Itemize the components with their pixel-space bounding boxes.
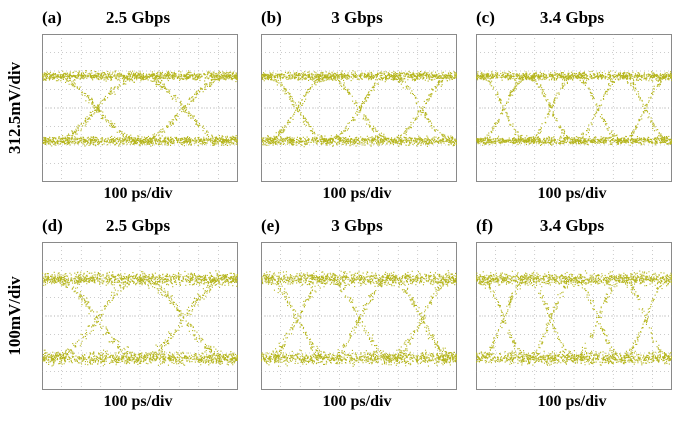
data-rate-title: 2.5 Gbps [105,8,171,27]
oscilloscope-screen [261,242,457,390]
time-div-label: 100 ps/div [322,393,392,410]
data-rate-title: 3.4 Gbps [539,8,605,27]
panel-letter: (b) [261,8,282,27]
data-rate-title: 2.5 Gbps [105,216,171,235]
time-div-label: 100 ps/div [537,393,607,410]
scope-frame [42,242,238,390]
oscilloscope-screen [42,242,238,390]
eye-trace-points [42,270,238,367]
data-rate-title: 3 Gbps [331,8,383,27]
panel-letter: (a) [42,8,62,27]
data-rate-title: 3 Gbps [331,216,383,235]
scope-frame [476,242,672,390]
time-div-label: 100 ps/div [537,185,607,202]
eye-panel: (f) 3.4 Gbps 100 ps/div [470,210,674,424]
eye-trace-cloud [42,270,238,367]
panel-letter: (e) [261,216,280,235]
panel-letter: (c) [476,8,495,27]
time-div-label: 100 ps/div [103,185,173,202]
eye-trace-points [261,270,457,367]
eye-panel: (e) 3 Gbps 100 ps/div [255,210,459,424]
eye-trace-cloud [476,70,672,146]
oscilloscope-screen [261,34,457,182]
row-label-volt-div: 312.5mV/div [5,61,24,155]
panel-letter: (f) [476,216,493,235]
oscilloscope-screen [476,34,672,182]
eye-trace-cloud [261,70,457,148]
scope-frame [42,34,238,182]
data-rate-title: 3.4 Gbps [539,216,605,235]
time-div-label: 100 ps/div [103,393,173,410]
eye-trace-points [261,70,457,148]
time-div-label: 100 ps/div [322,185,392,202]
row-label-volt-div: 100mV/div [5,276,24,356]
eye-trace-cloud [42,70,238,147]
panel-letter: (d) [42,216,63,235]
eye-panel: (c) 3.4 Gbps 100 ps/div [470,2,674,216]
eye-panel: (d) 2.5 Gbps 100 ps/div [36,210,240,424]
scope-frame [476,34,672,182]
eye-panel: (a) 2.5 Gbps 100 ps/div [36,2,240,216]
eye-trace-points [42,70,238,147]
eye-trace-points [476,270,672,366]
eye-trace-points [476,70,672,146]
oscilloscope-screen [476,242,672,390]
eye-panel: (b) 3 Gbps 100 ps/div [255,2,459,216]
eye-trace-cloud [476,270,672,366]
eye-trace-cloud [261,270,457,367]
oscilloscope-screen [42,34,238,182]
